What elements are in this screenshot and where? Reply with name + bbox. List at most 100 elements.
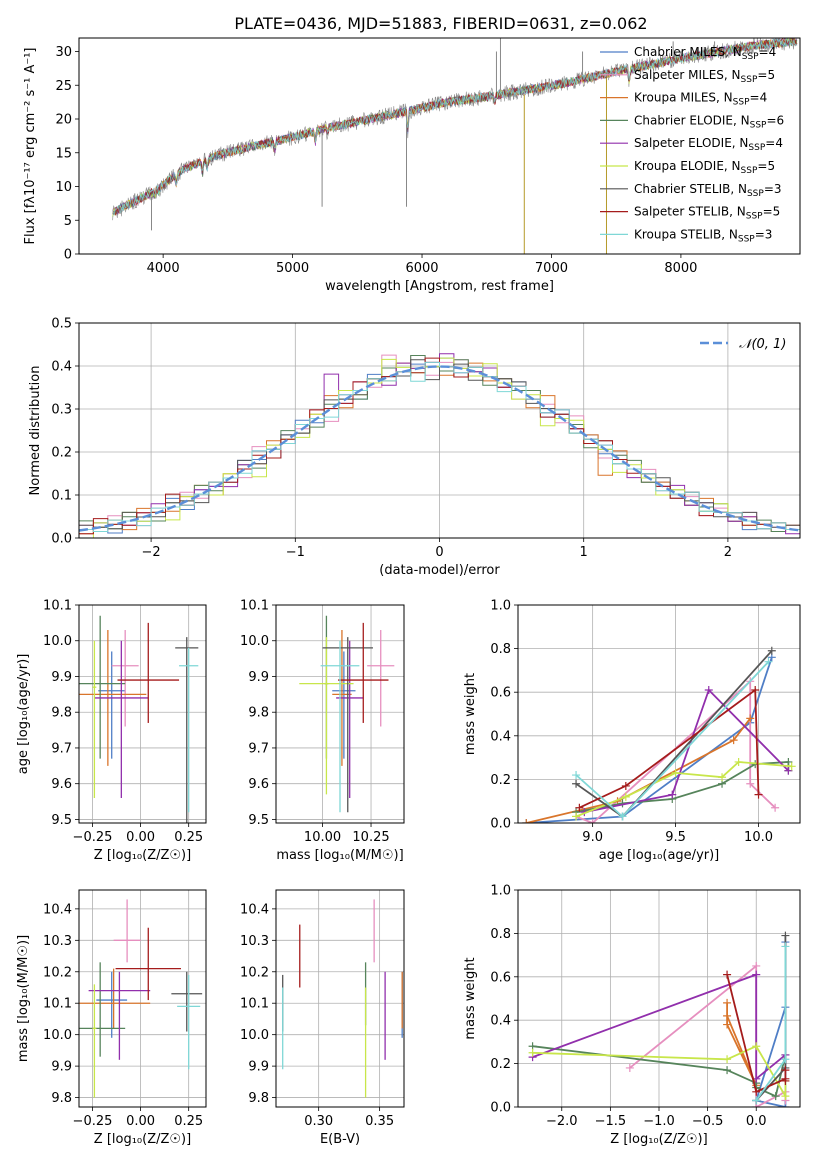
legend-entry: Kroupa ELODIE, NSSP=5 (634, 159, 775, 176)
axes-frame (78, 37, 801, 255)
y-tick-label: 25 (55, 79, 72, 94)
weight-marker (752, 1087, 761, 1096)
plot-layer-weight-vs-age (518, 605, 800, 823)
y-tick-label: 9.8 (51, 1091, 72, 1106)
figure-title: PLATE=0436, MJD=51883, FIBERID=0631, z=0… (234, 14, 647, 33)
x-tick-label: 4000 (147, 261, 180, 276)
weight-marker (621, 781, 630, 790)
x-tick-label: 0.25 (174, 1114, 203, 1129)
y-tick-label: 10.4 (240, 902, 269, 917)
weight-marker (771, 803, 780, 812)
axes-frame (275, 889, 405, 1108)
y-tick-label: 9.6 (248, 777, 269, 792)
x-tick-label: 6000 (405, 261, 438, 276)
y-tick-label: 10.0 (43, 1028, 72, 1043)
y-tick-label: 10.4 (43, 902, 72, 917)
weight-marker (767, 646, 776, 655)
x-tick-label: 0.00 (126, 1114, 155, 1129)
plot-layer-spectrum (112, 38, 798, 254)
weight-marker (572, 812, 581, 821)
y-tick-label: 0.0 (490, 1101, 511, 1116)
axes-mass-vs-Z: −0.25 0.00 0.25 9.8 9.9 10.0 10.1 10.2 10.3 10.4 Z… (16, 889, 207, 1147)
plot-layer-mass-vs-Z (79, 890, 206, 1107)
legend-subscript: SSP (750, 120, 767, 130)
y-axis-label: mass weight (463, 673, 478, 755)
weight-marker (752, 970, 761, 979)
x-tick-label: 0.0 (746, 1114, 767, 1129)
axes-frame (517, 889, 801, 1108)
y-tick-label: 10.3 (240, 934, 269, 949)
y-tick-label: 9.9 (248, 670, 269, 685)
x-tick-label: −1.5 (595, 1114, 627, 1129)
x-tick-label: −0.5 (692, 1114, 724, 1129)
y-tick-label: 0.0 (51, 532, 72, 547)
y-tick-label: 0.8 (490, 642, 511, 657)
y-tick-label: 9.8 (51, 706, 72, 721)
x-tick-label: 9.0 (582, 830, 603, 845)
y-tick-label: 10.0 (240, 634, 269, 649)
weight-marker (723, 1020, 732, 1029)
legend-subscript: SSP (741, 166, 758, 176)
weight-marker (729, 736, 738, 745)
x-tick-label: 7000 (535, 261, 568, 276)
weight-marker (764, 657, 773, 666)
axes-frame (275, 604, 405, 824)
x-tick-label: −0.25 (73, 1114, 113, 1129)
y-tick-label: 0.8 (490, 927, 511, 942)
legend-entry: Chabrier STELIB, NSSP=3 (634, 182, 782, 199)
weight-marker (781, 1076, 790, 1085)
weight-marker (752, 1042, 761, 1051)
x-tick-label: −2 (142, 545, 161, 560)
weight-marker (781, 1092, 790, 1101)
legend-count: =4 (765, 136, 783, 150)
y-tick-label: 0.0 (490, 817, 511, 832)
y-tick-label: 10.1 (240, 997, 269, 1012)
weight-marker (625, 1063, 634, 1072)
legend-subscript: SSP (742, 52, 759, 62)
plot-layer-age-vs-Z (79, 605, 206, 823)
legend-text: Salpeter ELODIE, N (634, 136, 748, 150)
axes-age-vs-mass: 10.00 10.25 9.5 9.6 9.7 9.8 9.9 10.0 10.1 mass [l… (240, 599, 405, 863)
y-tick-label: 9.5 (51, 813, 72, 828)
x-axis-label: (data-model)/error (379, 563, 500, 578)
y-tick-label: 0.6 (490, 970, 511, 985)
y-tick-label: 9.9 (51, 1060, 72, 1075)
y-tick-label: 10.2 (240, 965, 269, 980)
legend-count: =4 (759, 45, 777, 59)
plot-layer-weight-vs-Z (518, 890, 800, 1107)
weight-marker (746, 714, 755, 723)
weight-line-6 (575, 761, 792, 818)
weight-marker (723, 1055, 732, 1064)
weight-marker (754, 790, 763, 799)
axes-weight-vs-age: 9.0 9.5 10.0 0.0 0.2 0.4 0.6 0.8 1.0 age [log₁₀(a… (463, 599, 801, 863)
weight-marker (752, 1096, 761, 1105)
weight-marker (781, 931, 790, 940)
plot-layer-residuals (79, 323, 800, 538)
x-tick-label: 10.00 (304, 830, 341, 845)
axes-frame (517, 604, 801, 824)
weight-marker (572, 779, 581, 788)
gaussian-legend-label: 𝒩(0, 1) (739, 337, 786, 352)
weight-marker (572, 771, 581, 780)
axes-residuals: −2 −1 0 1 2 0.0 0.1 0.2 0.3 0.4 0.5 (data-model)/er… (28, 317, 801, 578)
legend-text: Chabrier MILES, N (634, 45, 742, 59)
weight-marker (781, 1066, 790, 1075)
weight-marker (528, 1048, 537, 1057)
weight-line-8 (579, 688, 760, 809)
x-tick-label: 0.30 (304, 1114, 333, 1129)
weight-line-5 (584, 688, 790, 813)
weight-marker (781, 942, 790, 951)
x-tick-label: 0.25 (174, 830, 203, 845)
y-tick-label: 0.4 (490, 729, 511, 744)
y-tick-label: 9.7 (51, 741, 72, 756)
axes-spectrum: 4000 5000 6000 7000 8000 0 5 10 15 20 25 30 waveleng… (23, 37, 801, 294)
x-axis-label: Z [log₁₀(Z/Z☉)] (94, 848, 191, 863)
weight-marker (723, 998, 732, 1007)
axes-frame (78, 322, 801, 539)
y-tick-label: 0.4 (51, 360, 72, 375)
y-tick-label: 10.0 (43, 634, 72, 649)
y-tick-label: 5 (64, 214, 72, 229)
y-tick-label: 1.0 (490, 599, 511, 614)
